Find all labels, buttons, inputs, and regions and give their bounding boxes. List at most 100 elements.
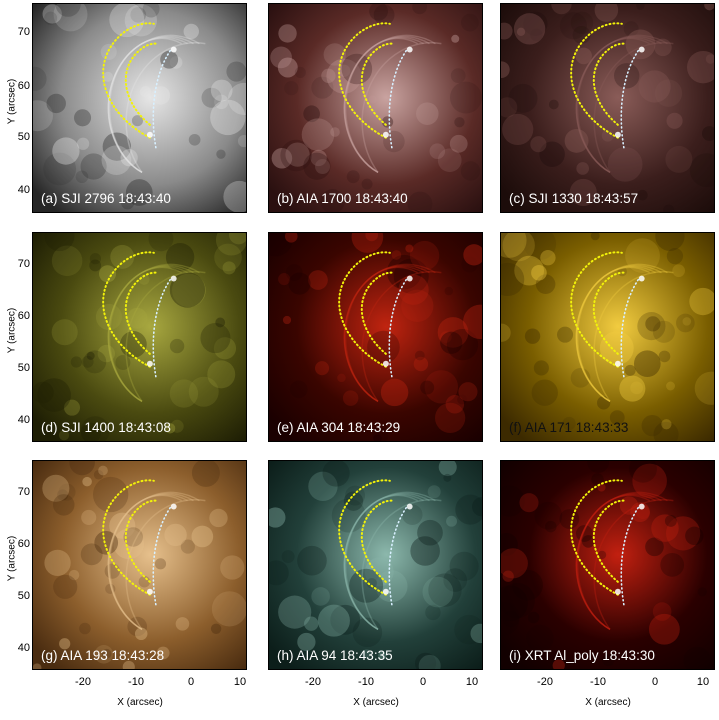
loop-strand bbox=[343, 491, 436, 631]
texture-blob bbox=[446, 328, 479, 361]
texture-blob bbox=[343, 491, 364, 511]
texture-blob bbox=[330, 127, 340, 137]
texture-blob bbox=[526, 624, 554, 653]
texture-blob bbox=[454, 117, 465, 128]
loop-spine bbox=[152, 504, 173, 606]
texture-blob bbox=[686, 50, 714, 84]
y-tick: 40 bbox=[17, 414, 30, 426]
loop-strand bbox=[107, 492, 194, 631]
texture-blob bbox=[552, 659, 565, 669]
texture-blob bbox=[285, 264, 303, 281]
texture-blob bbox=[169, 56, 183, 69]
texture-blob bbox=[434, 402, 466, 434]
texture-blob bbox=[220, 555, 245, 580]
texture-blob bbox=[51, 319, 78, 346]
loop-spine bbox=[620, 47, 641, 149]
background-texture bbox=[269, 4, 482, 212]
texture-blob bbox=[121, 196, 135, 210]
texture-blob bbox=[630, 502, 650, 523]
texture-blob bbox=[420, 380, 435, 395]
texture-blob bbox=[570, 367, 591, 388]
texture-blob bbox=[80, 416, 110, 441]
texture-blob bbox=[76, 137, 90, 150]
texture-blob bbox=[449, 81, 482, 114]
y-tick: 70 bbox=[17, 258, 30, 270]
x-tick: -10 bbox=[358, 676, 374, 688]
texture-blob bbox=[666, 112, 683, 129]
texture-blob bbox=[169, 272, 206, 308]
texture-blob bbox=[502, 233, 535, 262]
loop-spine bbox=[388, 47, 409, 149]
texture-blob bbox=[130, 6, 147, 23]
texture-blob bbox=[523, 11, 548, 36]
texture-blob bbox=[417, 519, 443, 546]
loop-strand bbox=[343, 263, 436, 403]
texture-blob bbox=[472, 497, 482, 517]
texture-blob bbox=[207, 360, 236, 389]
loop-strand bbox=[343, 34, 436, 174]
texture-blob bbox=[501, 533, 518, 556]
loop-outline-outer bbox=[338, 251, 391, 368]
texture-blob bbox=[502, 611, 519, 628]
background-texture bbox=[269, 461, 482, 669]
loop-strand bbox=[107, 35, 194, 174]
loop-strand bbox=[125, 42, 206, 173]
texture-blob bbox=[645, 316, 661, 332]
texture-blob bbox=[501, 22, 513, 40]
panel-image bbox=[33, 4, 246, 212]
texture-blob bbox=[80, 543, 103, 566]
texture-blob bbox=[73, 109, 92, 127]
texture-blob bbox=[44, 233, 75, 252]
texture-blob bbox=[458, 382, 478, 402]
loop-strand bbox=[343, 265, 424, 403]
texture-blob bbox=[664, 515, 677, 527]
texture-blob bbox=[535, 274, 556, 294]
x-tick: -20 bbox=[305, 676, 321, 688]
texture-blob bbox=[694, 371, 714, 405]
texture-blob bbox=[126, 307, 148, 329]
texture-blob bbox=[200, 323, 231, 354]
y-axis-label: Y (arcsec) bbox=[6, 535, 18, 582]
panel-image bbox=[33, 233, 246, 441]
texture-blob bbox=[120, 149, 138, 167]
panel-i: (i) XRT Al_poly 18:43:30 bbox=[500, 460, 715, 670]
texture-blob bbox=[624, 364, 636, 376]
footpoint-south bbox=[614, 360, 621, 367]
texture-blob bbox=[672, 264, 685, 278]
texture-blob bbox=[269, 507, 286, 528]
texture-blob bbox=[124, 4, 158, 37]
texture-blob bbox=[378, 651, 387, 660]
loop-strand bbox=[107, 264, 194, 403]
texture-blob bbox=[501, 485, 525, 517]
texture-blob bbox=[37, 378, 71, 412]
footpoint-north bbox=[638, 46, 645, 53]
texture-blob bbox=[422, 576, 454, 608]
texture-blob bbox=[443, 568, 468, 592]
texture-blob bbox=[42, 474, 70, 502]
footpoint-south bbox=[382, 360, 389, 367]
texture-blob bbox=[101, 648, 112, 659]
loop-strand bbox=[107, 265, 188, 403]
texture-blob bbox=[201, 87, 222, 108]
loop-strand bbox=[125, 499, 206, 630]
texture-blob bbox=[440, 331, 452, 343]
texture-blob bbox=[52, 137, 80, 165]
texture-blob bbox=[428, 573, 462, 607]
texture-blob bbox=[461, 256, 478, 273]
texture-blob bbox=[368, 95, 377, 104]
texture-blob bbox=[386, 254, 422, 290]
texture-blob bbox=[519, 493, 539, 513]
footpoint-north bbox=[406, 46, 413, 53]
texture-blob bbox=[211, 591, 246, 627]
texture-blob bbox=[142, 4, 160, 18]
texture-blob bbox=[666, 516, 701, 551]
panel-h: (h) AIA 94 18:43:35 bbox=[268, 460, 483, 670]
texture-blob bbox=[501, 548, 528, 579]
texture-blob bbox=[682, 317, 692, 326]
texture-blob bbox=[171, 273, 206, 308]
texture-blob bbox=[92, 476, 129, 513]
x-axis-label: X (arcsec) bbox=[585, 697, 631, 708]
loop-strand bbox=[107, 263, 200, 403]
background-texture bbox=[269, 233, 482, 441]
texture-blob bbox=[443, 473, 452, 482]
